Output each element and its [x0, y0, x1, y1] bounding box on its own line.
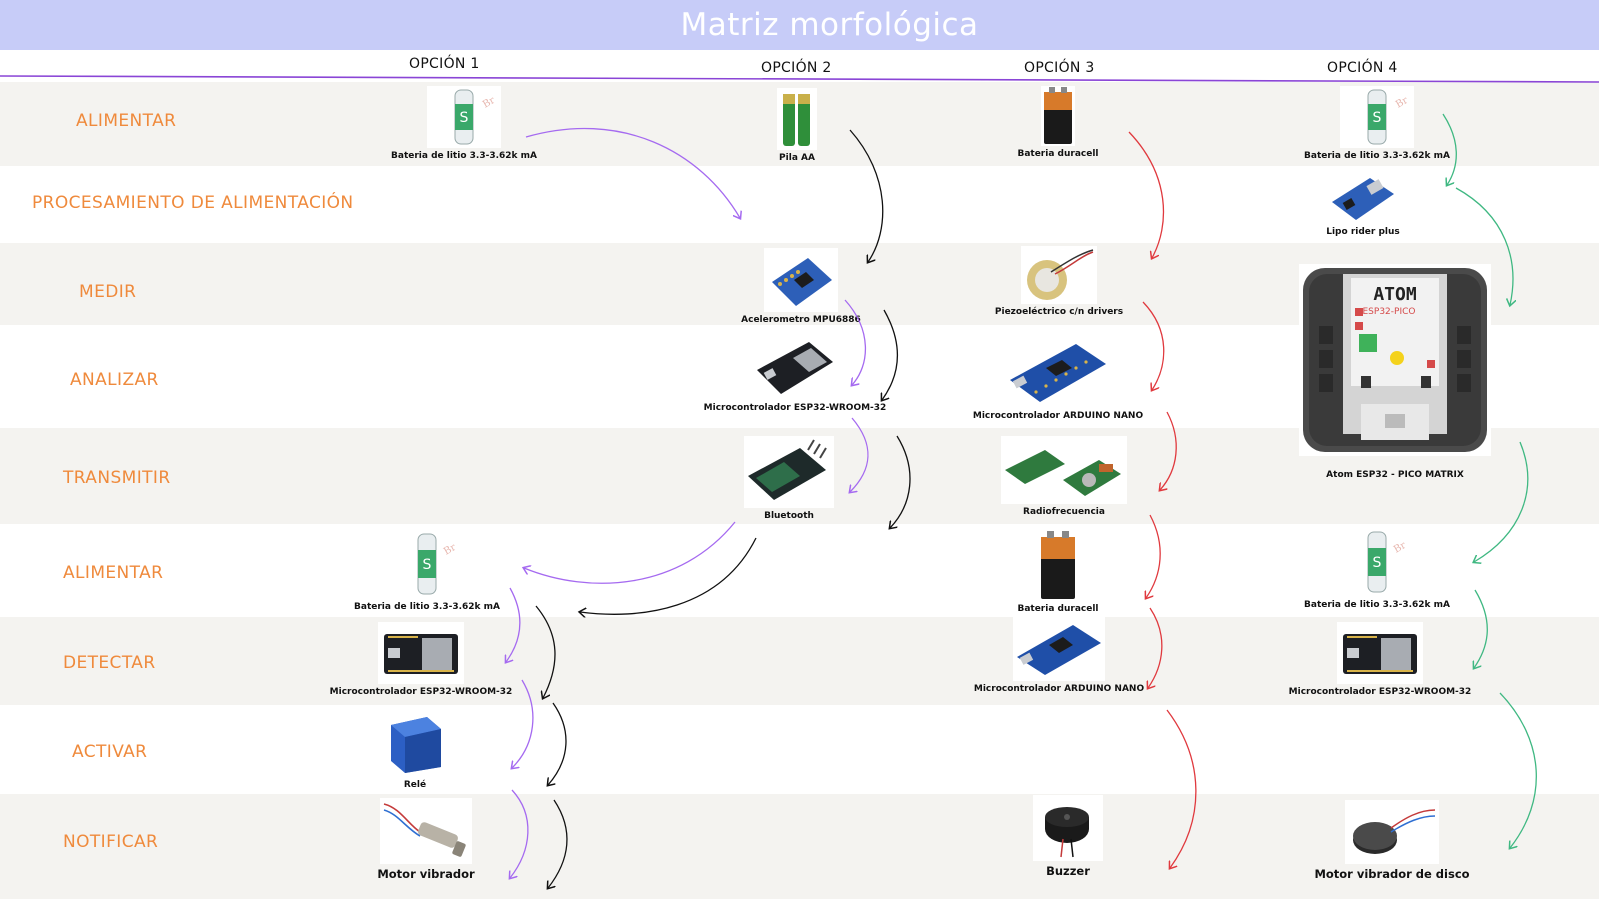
caption: Acelerometro MPU6886: [741, 315, 861, 325]
row-band-notificar: [0, 794, 1599, 899]
caption: Motor vibrador de disco: [1314, 867, 1470, 881]
relay-icon: [383, 711, 447, 777]
component-o3-duracell-2: Bateria duracell: [938, 529, 1178, 614]
header-divider: [0, 75, 1599, 83]
vibration-motor-icon: [380, 798, 472, 864]
lipo-rider-board-icon: [1328, 172, 1398, 224]
caption: Bateria de litio 3.3-3.62k mA: [1304, 151, 1450, 161]
caption: Bateria duracell: [1017, 149, 1099, 159]
9v-battery-icon: [1037, 529, 1079, 601]
rf-module-icon: [1001, 436, 1127, 504]
caption: Microcontrolador ESP32-WROOM-32: [329, 687, 513, 697]
component-o2-bluetooth: Bluetooth: [669, 436, 909, 521]
row-label-alimentar: ALIMENTAR: [76, 111, 177, 131]
row-label-medir: MEDIR: [79, 282, 137, 302]
component-o1-relay: Relé: [295, 711, 535, 790]
row-band-detectar: [0, 617, 1599, 705]
caption: Relé: [403, 780, 427, 790]
esp32-board-icon: [1337, 622, 1423, 684]
svg-text:Br: Br: [442, 542, 458, 558]
aa-battery-icon: [777, 88, 817, 150]
caption: Bateria de litio 3.3-3.62k mA: [1304, 600, 1450, 610]
caption: Motor vibrador: [377, 867, 475, 881]
component-o3-buzzer: Buzzer: [948, 795, 1188, 878]
component-o4-lithium-battery-2: S Br Bateria de litio 3.3-3.62k mA: [1257, 529, 1497, 610]
buzzer-icon: [1033, 795, 1103, 861]
component-o1-esp32: Microcontrolador ESP32-WROOM-32: [301, 622, 541, 697]
svg-text:S: S: [1373, 555, 1382, 571]
row-band-activar: [0, 705, 1599, 794]
lithium-battery-icon: S Br: [1340, 86, 1414, 148]
svg-text:Br: Br: [1394, 95, 1410, 111]
bluetooth-module-icon: [744, 436, 834, 508]
disc-vibration-motor-icon: [1345, 800, 1439, 864]
component-o4-lithium-battery: S Br Bateria de litio 3.3-3.62k mA: [1257, 86, 1497, 161]
component-o3-rf-module: Radiofrecuencia: [944, 436, 1184, 517]
lithium-battery-icon: S Br: [427, 86, 501, 148]
title-banner: Matriz morfológica: [0, 0, 1599, 50]
caption: Microcontrolador ESP32-WROOM-32: [703, 403, 887, 413]
row-label-analizar: ANALIZAR: [70, 370, 159, 390]
component-o4-lipo-rider: Lipo rider plus: [1243, 172, 1483, 237]
piezo-disc-icon: [1021, 246, 1097, 304]
caption: Radiofrecuencia: [1023, 507, 1105, 517]
row-band-alimentar-2: [0, 524, 1599, 617]
option-3-header: OPCIÓN 3: [1024, 60, 1095, 76]
caption: Microcontrolador ARDUINO NANO: [972, 411, 1144, 421]
arduino-nano-icon: [1006, 334, 1110, 408]
svg-text:Br: Br: [481, 95, 497, 111]
caption: Buzzer: [1046, 864, 1090, 878]
caption: Piezoeléctrico c/n drivers: [994, 307, 1124, 317]
esp32-board-icon: [753, 334, 837, 400]
esp32-board-icon: [378, 622, 464, 684]
component-o4-disc-motor: Motor vibrador de disco: [1272, 800, 1512, 881]
atom-matrix-icon: ATOM ESP32-PICO: [1299, 264, 1491, 456]
row-label-detectar: DETECTAR: [63, 653, 156, 673]
caption: Microcontrolador ARDUINO NANO: [973, 684, 1145, 694]
caption: Pila AA: [779, 153, 815, 163]
caption: Bluetooth: [764, 511, 814, 521]
svg-text:Br: Br: [1392, 540, 1408, 556]
option-1-header: OPCIÓN 1: [409, 56, 480, 72]
row-label-activar: ACTIVAR: [72, 742, 148, 762]
component-o3-arduino-nano-2: Microcontrolador ARDUINO NANO: [939, 615, 1179, 694]
option-4-header: OPCIÓN 4: [1327, 60, 1398, 76]
svg-text:S: S: [1373, 110, 1382, 126]
svg-text:S: S: [423, 557, 432, 573]
svg-text:S: S: [460, 110, 469, 126]
option-2-header: OPCIÓN 2: [761, 60, 832, 76]
caption: Bateria de litio 3.3-3.62k mA: [391, 151, 537, 161]
row-label-notificar: NOTIFICAR: [63, 832, 159, 852]
caption: Microcontrolador ESP32-WROOM-32: [1288, 687, 1472, 697]
caption: Bateria duracell: [1017, 604, 1099, 614]
component-o3-duracell: Bateria duracell: [938, 86, 1178, 159]
component-o3-arduino-nano: Microcontrolador ARDUINO NANO: [938, 334, 1178, 421]
component-o2-accelerometer: Acelerometro MPU6886: [681, 248, 921, 325]
component-o1-lithium-battery-top: S Br Bateria de litio 3.3-3.62k mA: [344, 86, 584, 161]
component-o2-esp32: Microcontrolador ESP32-WROOM-32: [675, 334, 915, 413]
lithium-battery-icon: S Br: [390, 531, 464, 599]
page-title: Matriz morfológica: [680, 7, 979, 43]
row-label-alimentar-2: ALIMENTAR: [63, 563, 164, 583]
component-o4-esp32: Microcontrolador ESP32-WROOM-32: [1260, 622, 1500, 697]
component-o2-aa-battery: Pila AA: [677, 88, 917, 163]
accelerometer-board-icon: [764, 248, 838, 312]
atom-logo: ATOM: [1373, 284, 1417, 305]
component-o4-atom-matrix: ATOM ESP32-PICO Atom ESP32 - PICO MATRIX: [1275, 264, 1515, 480]
caption: Bateria de litio 3.3-3.62k mA: [354, 602, 500, 612]
caption: Lipo rider plus: [1326, 227, 1400, 237]
component-o1-lithium-battery: S Br Bateria de litio 3.3-3.62k mA: [307, 531, 547, 612]
row-label-procesamiento: PROCESAMIENTO DE ALIMENTACIÓN: [32, 193, 354, 213]
9v-battery-icon: [1041, 86, 1075, 146]
component-o1-vibration-motor: Motor vibrador: [306, 798, 546, 881]
lithium-battery-icon: S Br: [1340, 529, 1414, 597]
row-label-transmitir: TRANSMITIR: [63, 468, 171, 488]
caption: Atom ESP32 - PICO MATRIX: [1326, 470, 1464, 480]
arduino-nano-icon: [1013, 615, 1105, 681]
component-o3-piezo: Piezoeléctrico c/n drivers: [939, 246, 1179, 317]
atom-chip-label: ESP32-PICO: [1363, 307, 1416, 317]
